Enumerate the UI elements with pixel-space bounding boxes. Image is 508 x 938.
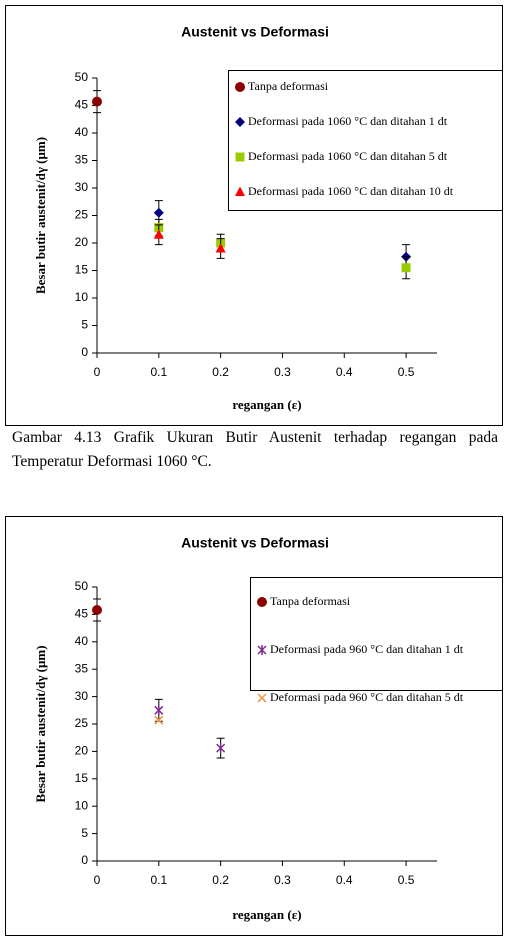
y-tick-label: 35: [75, 153, 89, 167]
legend-marker: [235, 82, 245, 92]
x-tick-label: 0: [94, 365, 101, 379]
y-tick-label: 0: [81, 345, 88, 359]
y-axis-label: Besar butir austenit/dγ (μm): [33, 645, 48, 802]
x-tick-label: 0: [94, 873, 101, 887]
chart-border: [5, 516, 503, 936]
marker: [154, 715, 164, 725]
y-tick-label: 20: [75, 235, 89, 249]
legend-label: Tanpa deformasi: [248, 79, 329, 93]
chart-border: [5, 5, 503, 426]
marker: [401, 263, 411, 273]
marker: [92, 605, 102, 616]
y-tick-label: 0: [81, 853, 88, 867]
y-tick-label: 20: [75, 744, 89, 758]
x-tick-label: 0.5: [398, 873, 415, 887]
y-tick-label: 30: [75, 689, 89, 703]
legend-label: Tanpa deformasi: [270, 594, 351, 608]
x-tick-label: 0.4: [336, 873, 353, 887]
x-tick-label: 0.1: [150, 873, 167, 887]
legend-label: Deformasi pada 1060 °C dan ditahan 1 dt: [248, 114, 448, 128]
legend-label: Deformasi pada 1060 °C dan ditahan 10 dt: [248, 184, 454, 198]
legend-marker: [257, 645, 267, 655]
y-axis-label: Besar butir austenit/dγ (μm): [33, 137, 48, 294]
x-axis-label: regangan (ε): [232, 397, 301, 412]
marker: [153, 207, 164, 218]
y-tick-label: 10: [75, 290, 89, 304]
y-tick-label: 45: [75, 98, 89, 112]
y-tick-label: 5: [81, 318, 88, 332]
y-tick-label: 15: [75, 771, 89, 785]
chart-title: Austenit vs Deformasi: [181, 24, 329, 40]
marker: [92, 96, 102, 107]
legend-marker: [257, 597, 267, 607]
chart-title: Austenit vs Deformasi: [181, 535, 329, 551]
y-tick-label: 50: [75, 579, 89, 593]
marker: [216, 743, 226, 754]
x-tick-label: 0.2: [212, 873, 229, 887]
figure-caption: Gambar 4.13 Grafik Ukuran Butir Austenit…: [12, 429, 498, 470]
x-tick-label: 0.3: [274, 365, 291, 379]
legend-marker: [235, 186, 245, 196]
y-tick-label: 45: [75, 607, 89, 621]
y-tick-label: 25: [75, 208, 89, 222]
legend-label: Deformasi pada 960 °C dan ditahan 1 dt: [270, 642, 464, 656]
y-tick-label: 5: [81, 826, 88, 840]
legend-marker: [257, 693, 267, 703]
legend-label: Deformasi pada 960 °C dan ditahan 5 dt: [270, 690, 464, 704]
y-tick-label: 15: [75, 263, 89, 277]
y-tick-label: 30: [75, 180, 89, 194]
y-tick-label: 50: [75, 70, 89, 84]
legend-box: [250, 577, 503, 691]
legend-marker: [235, 152, 245, 162]
marker: [154, 705, 164, 716]
x-tick-label: 0.4: [336, 365, 353, 379]
legend-box: [228, 70, 503, 211]
y-tick-label: 35: [75, 661, 89, 675]
y-tick-label: 40: [75, 634, 89, 648]
x-tick-label: 0.1: [150, 365, 167, 379]
x-axis-label: regangan (ε): [232, 907, 301, 922]
marker: [153, 229, 164, 239]
y-tick-label: 10: [75, 798, 89, 812]
y-tick-label: 25: [75, 716, 89, 730]
x-tick-label: 0.2: [212, 365, 229, 379]
x-tick-label: 0.5: [398, 365, 415, 379]
x-tick-label: 0.3: [274, 873, 291, 887]
y-tick-label: 40: [75, 125, 89, 139]
legend-label: Deformasi pada 1060 °C dan ditahan 5 dt: [248, 149, 448, 163]
legend-marker: [235, 117, 245, 127]
marker: [215, 243, 226, 253]
